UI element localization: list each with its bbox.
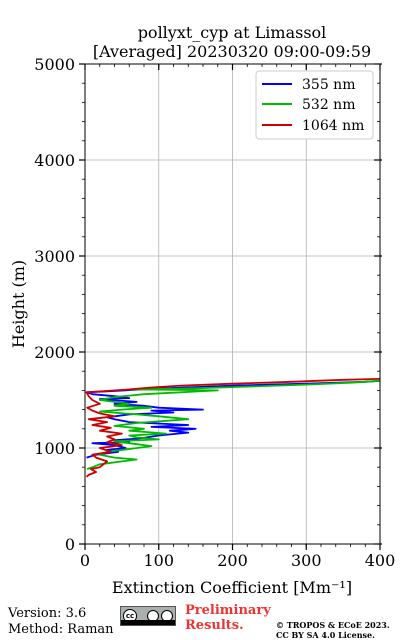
copyright-notice: © TROPOS & ECoE 2023. CC BY SA 4.0 Licen… xyxy=(276,620,390,640)
cc-icon: cc xyxy=(123,609,137,623)
version-info: Version: 3.6 Method: Raman xyxy=(8,606,114,638)
x-axis-label: Extinction Coefficient [Mm⁻¹] xyxy=(112,578,352,597)
legend-label-1064: 1064 nm xyxy=(302,118,364,134)
y-tick-label: 4000 xyxy=(34,151,75,170)
legend-box xyxy=(255,70,374,140)
version-text: Version: 3.6 xyxy=(8,606,87,621)
series-line-355-nm xyxy=(85,379,381,459)
legend-label-532: 532 nm xyxy=(302,97,355,113)
x-tick-label: 200 xyxy=(217,551,248,570)
method-text: Method: Raman xyxy=(8,622,114,637)
copyright-line1: © TROPOS & ECoE 2023. xyxy=(276,620,390,630)
y-tick-label: 0 xyxy=(65,535,75,554)
x-tick-label: 400 xyxy=(365,551,396,570)
y-tick-label: 1000 xyxy=(34,439,75,458)
preliminary-notice: Preliminary Results. xyxy=(185,603,271,633)
x-tick-label: 100 xyxy=(143,551,174,570)
series-line-1064-nm xyxy=(85,378,381,478)
y-axis-label: Height (m) xyxy=(9,260,28,348)
copyright-line2: CC BY SA 4.0 License. xyxy=(276,630,375,640)
y-tick-label: 2000 xyxy=(34,343,75,362)
x-tick-label: 0 xyxy=(80,551,90,570)
y-tick-label: 3000 xyxy=(34,247,75,266)
preliminary-line1: Preliminary xyxy=(185,603,271,618)
chart-title-line1: pollyxt_cyp at Limassol xyxy=(138,23,327,42)
cc-license-badge: cc xyxy=(120,606,176,626)
series-line-532-nm xyxy=(86,379,381,470)
y-tick-label: 5000 xyxy=(34,55,75,74)
extinction-profile-chart: pollyxt_cyp at Limassol [Averaged] 20230… xyxy=(9,23,395,597)
preliminary-line2: Results. xyxy=(185,618,244,633)
legend: 355 nm 532 nm 1064 nm xyxy=(255,70,374,140)
legend-label-355: 355 nm xyxy=(302,77,355,93)
chart-title-line2: [Averaged] 20230320 09:00-09:59 xyxy=(93,42,371,61)
x-tick-label: 300 xyxy=(291,551,322,570)
plot-series xyxy=(85,378,381,478)
